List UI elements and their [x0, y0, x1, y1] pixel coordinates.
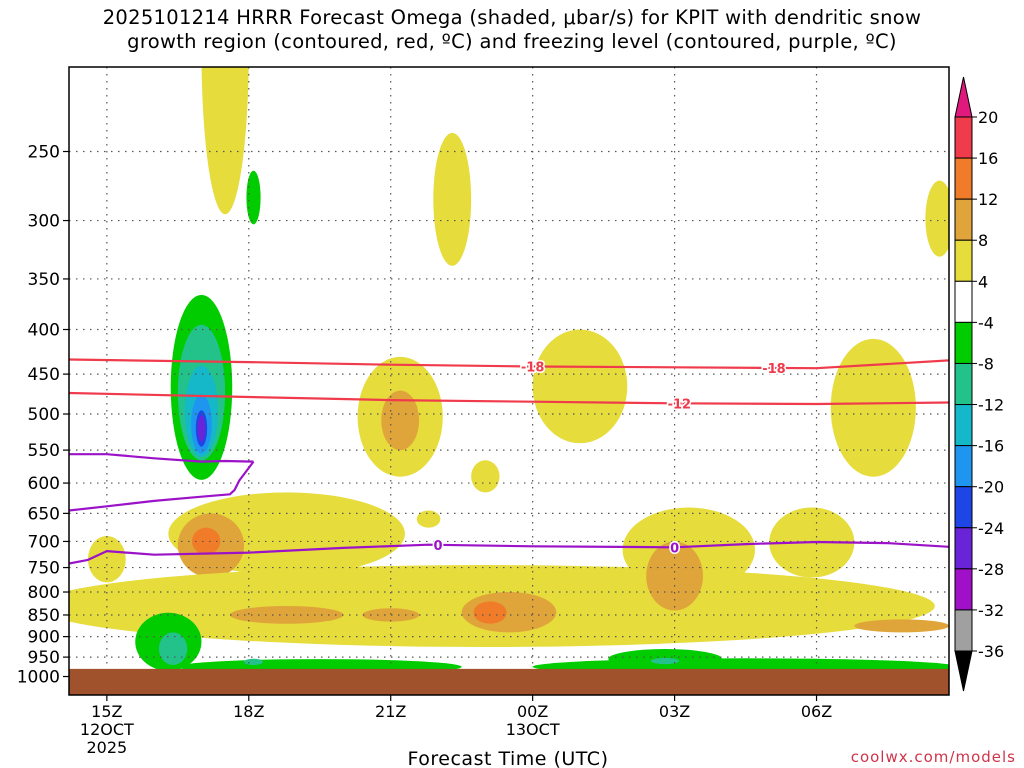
- omega-region-18: [192, 527, 221, 555]
- colorbar-label-12: 12: [978, 190, 998, 209]
- colorbar-segment--20: [954, 486, 973, 529]
- dendritic-contour-0: [69, 358, 949, 370]
- omega-region-27: [473, 601, 507, 624]
- colorbar-label--8: -8: [978, 354, 994, 373]
- colorbar-label--24: -24: [978, 519, 1004, 538]
- omega-region-9: [197, 415, 206, 442]
- omega-region-22: [646, 541, 703, 611]
- colorbar-label--4: -4: [978, 313, 994, 332]
- x-tick-sublabel-15Z-1: 2025: [86, 738, 127, 757]
- colorbar-label--16: -16: [978, 437, 1004, 456]
- x-axis-label: Forecast Time (UTC): [408, 748, 609, 768]
- omega-region-34: [650, 657, 680, 665]
- omega-region-28: [854, 619, 949, 633]
- colorbar-label--12: -12: [978, 396, 1004, 415]
- colorbar-label-16: 16: [978, 149, 998, 168]
- x-tick-label-18Z: 18Z: [233, 702, 264, 721]
- y-tick-label-800: 800: [28, 583, 60, 603]
- x-tick-sublabel-00Z-0: 13OCT: [506, 720, 560, 739]
- colorbar-label--32: -32: [978, 601, 1004, 620]
- omega-region-11: [381, 390, 420, 451]
- colorbar-segment--8: [954, 362, 973, 406]
- x-tick-label-03Z: 03Z: [659, 702, 690, 721]
- omega-region-2: [925, 180, 949, 257]
- colorbar-segment-8: [954, 239, 973, 282]
- dendritic-contour-label-0-1: -18: [762, 362, 786, 377]
- y-tick-label-1000: 1000: [17, 668, 60, 688]
- ground-fill: [69, 668, 949, 695]
- y-tick-label-650: 650: [28, 504, 60, 524]
- y-tick-label-700: 700: [28, 532, 60, 552]
- y-tick-label-400: 400: [28, 321, 60, 341]
- dendritic-contour-label-1-0: -12: [668, 397, 692, 412]
- omega-shading-layer: [69, 67, 949, 676]
- colorbar-segment--28: [954, 568, 973, 611]
- chart-title: 2025101214 HRRR Forecast Omega (shaded, …: [0, 6, 1024, 54]
- freezing-level-contour-2: [69, 460, 255, 512]
- colorbar-label--28: -28: [978, 560, 1004, 579]
- y-tick-label-750: 750: [28, 559, 60, 579]
- y-tick-label-550: 550: [28, 441, 60, 461]
- colorbar-label-8: 8: [978, 231, 988, 250]
- omega-region-14: [471, 460, 500, 493]
- x-tick-label-21Z: 21Z: [375, 702, 406, 721]
- y-tick-label-600: 600: [28, 474, 60, 494]
- omega-region-1: [433, 132, 472, 266]
- colorbar-segment--16: [954, 445, 973, 488]
- colorbar-segment-12: [954, 198, 973, 241]
- colorbar-segment-20: [954, 116, 973, 159]
- y-tick-label-250: 250: [28, 143, 60, 163]
- dendritic-contour-1: [69, 391, 949, 406]
- colorbar-segment--32: [954, 609, 973, 652]
- ground-layer: [69, 668, 949, 695]
- freezing-level-contour-0: [69, 540, 949, 565]
- colorbar-label-4: 4: [978, 272, 988, 291]
- colorbar-label--36: -36: [978, 642, 1004, 661]
- x-tick-sublabel-15Z-0: 12OCT: [80, 720, 134, 739]
- y-tick-label-300: 300: [28, 212, 60, 232]
- y-tick-label-850: 850: [28, 606, 60, 626]
- freezing-level-contour-label-0-0: 0: [434, 539, 443, 554]
- omega-region-30: [158, 632, 188, 665]
- x-tick-label-00Z: 00Z: [517, 702, 548, 721]
- colorbar-bottom-arrow: [954, 650, 973, 692]
- y-tick-label-350: 350: [28, 270, 60, 290]
- x-tick-label-06Z: 06Z: [801, 702, 832, 721]
- omega-region-19: [87, 535, 126, 583]
- plot-frame: [68, 66, 950, 696]
- y-tick-label-450: 450: [28, 365, 60, 385]
- colorbar-segment--24: [954, 527, 973, 570]
- y-axis: 2503003504004505005506006507007508008509…: [17, 143, 69, 688]
- colorbar-top-arrow: [954, 76, 973, 118]
- colorbar-label-20: 20: [978, 108, 998, 127]
- y-tick-label-500: 500: [28, 405, 60, 425]
- colorbar-legend: 20 16 12 8 4 -4 -8 -12 -16 -20 -24 -28 -32 -36: [954, 76, 1004, 692]
- y-tick-label-900: 900: [28, 628, 60, 648]
- chart-title-line-1: 2025101214 HRRR Forecast Omega (shaded, …: [102, 6, 922, 29]
- omega-region-12: [532, 329, 628, 444]
- colorbar-segment-16: [954, 157, 973, 200]
- colorbar-segment-4: [954, 280, 973, 323]
- omega-region-3: [246, 170, 261, 225]
- omega-region-15: [416, 510, 441, 528]
- site-credit: coolwx.com/models: [850, 748, 1016, 766]
- omega-region-25: [362, 608, 420, 622]
- colorbar-segment--4: [954, 321, 973, 364]
- omega-region-35: [244, 658, 263, 665]
- freezing-level-contour-label-0-1: 0: [670, 541, 679, 556]
- dendritic-contour-label-0-0: -18: [521, 360, 545, 375]
- y-tick-label-950: 950: [28, 648, 60, 668]
- chart-title-line-2: growth region (contoured, red, ºC) and f…: [127, 30, 897, 53]
- contour-layer: -18 -18 -12 0 0: [69, 358, 949, 565]
- omega-region-0: [201, 67, 249, 215]
- omega-region-13: [830, 338, 916, 477]
- colorbar-segment--12: [954, 404, 973, 447]
- x-tick-label-15Z: 15Z: [91, 702, 122, 721]
- freezing-level-contour-1: [69, 453, 254, 463]
- colorbar-label--20: -20: [978, 478, 1004, 497]
